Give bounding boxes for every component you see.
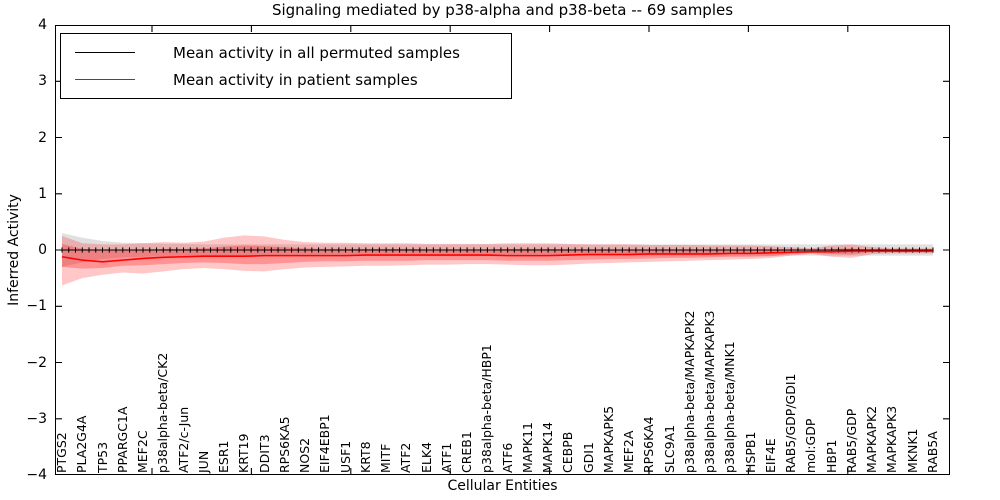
x-tick-label: USF1	[337, 440, 353, 473]
x-tick-label: PLA2G4A	[74, 415, 90, 473]
x-tick-label: KRT8	[357, 441, 373, 473]
x-tick-label: RAB5/GDP/GDI1	[783, 373, 799, 473]
legend: Mean activity in all permuted samples Me…	[60, 33, 512, 99]
x-tick-label: RPS6KA5	[276, 416, 292, 473]
legend-line-permuted-icon	[75, 52, 135, 53]
x-tick-label: MAPKAPK5	[600, 405, 616, 473]
x-tick-label: MAPKAPK2	[864, 405, 880, 473]
y-axis-label: Inferred Activity	[6, 194, 22, 306]
patient-mean-line	[61, 250, 933, 263]
x-tick-label: ELK4	[418, 441, 434, 473]
x-tick-label: EIF4EBP1	[317, 414, 333, 473]
chart-title: Signaling mediated by p38-alpha and p38-…	[271, 1, 734, 19]
x-tick-label: EIF4E	[762, 438, 778, 473]
x-tick-label: ATF2/c-Jun	[175, 406, 191, 473]
x-tick-label: CEBPB	[560, 431, 576, 473]
x-tick-label: MAPKAPK3	[884, 405, 900, 473]
patient-outer-band	[62, 235, 933, 286]
x-tick-label: KRT19	[236, 433, 252, 473]
x-tick-label: CREB1	[459, 431, 475, 473]
legend-label-permuted: Mean activity in all permuted samples	[173, 43, 460, 62]
x-tick-label: NOS2	[297, 437, 313, 473]
axis-ticks	[55, 25, 950, 475]
x-tick-label: MITF	[378, 443, 394, 473]
legend-entry-patient: Mean activity in patient samples	[75, 66, 501, 93]
x-tick-label: HSPB1	[742, 431, 758, 473]
x-tick-label: PTGS2	[54, 432, 69, 473]
plot-area	[55, 25, 950, 475]
x-tick-label: mol:GDP	[803, 418, 819, 473]
x-tick-label: TP53	[94, 441, 110, 473]
y-tick-label: 1	[38, 185, 47, 202]
x-tick-label: SLC9A1	[661, 424, 677, 473]
x-tick-label: p38alpha-beta/MAPKAPK3	[702, 310, 718, 474]
x-tick-label: ESR1	[216, 440, 232, 473]
x-tick-label: p38alpha-beta/MAPKAPK2	[681, 310, 697, 474]
x-tick-label: DDIT3	[256, 434, 272, 473]
x-tick-label: ATF2	[398, 442, 414, 473]
x-tick-label: MEF2A	[621, 430, 637, 473]
x-tick-label: HBP1	[823, 439, 839, 473]
x-tick-label: MEF2C	[135, 430, 151, 473]
y-tick-label: 3	[38, 73, 47, 90]
legend-entry-permuted: Mean activity in all permuted samples	[75, 39, 501, 66]
y-tick-label: −2	[26, 354, 47, 371]
x-tick-label: ATF6	[499, 442, 515, 473]
x-tick-label: MAPK11	[519, 422, 535, 473]
x-tick-label: p38alpha-beta/MNK1	[722, 341, 738, 473]
x-tick-label: PPARGC1A	[114, 406, 130, 473]
legend-line-patient-icon	[75, 79, 135, 80]
x-tick-label: MKNK1	[904, 428, 920, 473]
x-tick-label: MAPK14	[540, 422, 556, 473]
x-tick-label: JUN	[195, 450, 211, 473]
x-tick-label: p38alpha-beta/CK2	[155, 352, 171, 473]
y-tick-label: −1	[26, 298, 47, 315]
x-tick-label: p38alpha-beta/HBP1	[479, 344, 495, 473]
x-tick-label: RAB5A	[925, 431, 940, 473]
x-tick-label: GDI1	[580, 442, 596, 473]
x-tick-label: RAB5/GDP	[843, 408, 859, 473]
y-tick-label: 2	[38, 129, 47, 146]
y-tick-label: −3	[26, 410, 47, 427]
x-tick-label: ATF1	[438, 442, 454, 473]
legend-label-patient: Mean activity in patient samples	[173, 70, 418, 89]
x-tick-label: RPS6KA4	[641, 416, 657, 473]
x-axis-label: Cellular Entities	[447, 478, 558, 494]
y-tick-label: −4	[26, 467, 47, 483]
y-tick-label: 4	[38, 17, 47, 33]
y-tick-label: 0	[38, 242, 47, 258]
